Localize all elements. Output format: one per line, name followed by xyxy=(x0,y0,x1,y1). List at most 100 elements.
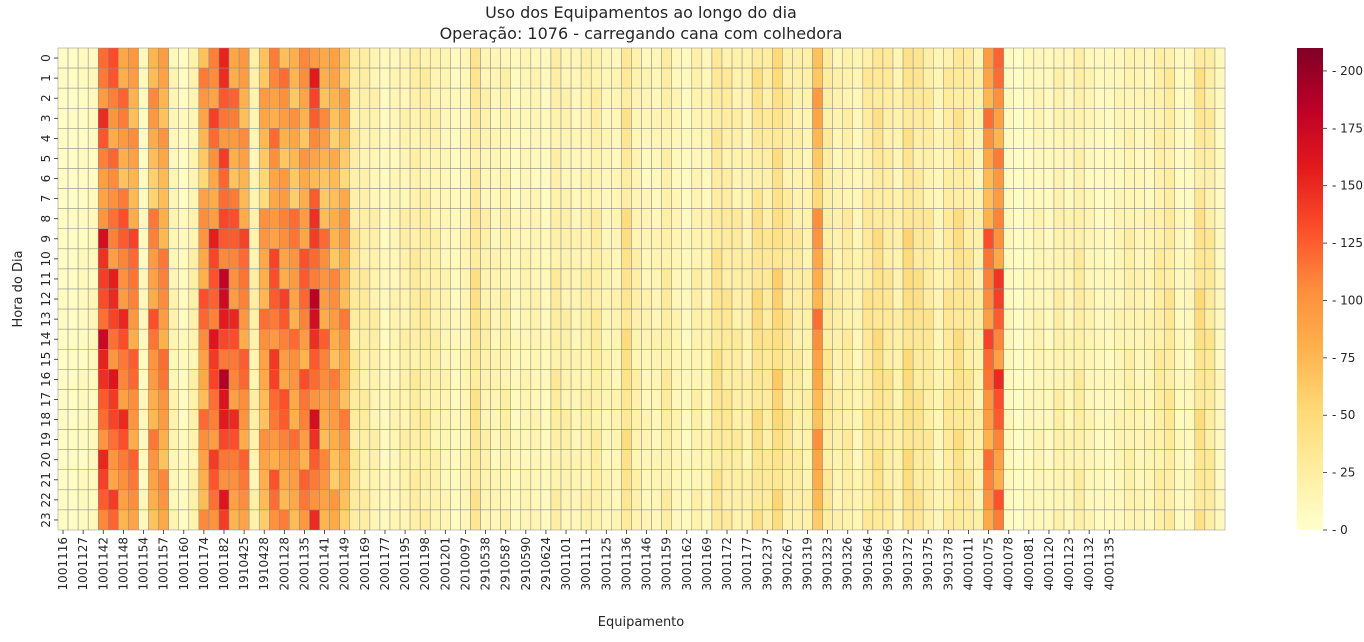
heatmap-cell xyxy=(238,349,250,370)
heatmap-cell xyxy=(309,168,320,189)
heatmap-cell xyxy=(1093,188,1105,209)
heatmap-cell xyxy=(1093,128,1105,149)
heatmap-cell xyxy=(933,509,944,531)
heatmap-cell xyxy=(943,228,954,250)
x-tick-label: 3901372 xyxy=(901,537,915,590)
heatmap-cell xyxy=(1083,248,1095,270)
heatmap-cell xyxy=(1194,489,1206,511)
heatmap-cell xyxy=(711,108,723,129)
heatmap-cell xyxy=(309,288,320,310)
heatmap-cell xyxy=(761,268,773,290)
heatmap-cell xyxy=(721,389,733,410)
heatmap-cell xyxy=(1104,328,1115,350)
heatmap-cell xyxy=(711,248,723,270)
heatmap-cell xyxy=(631,509,642,531)
heatmap-cell xyxy=(912,108,924,129)
heatmap-cell xyxy=(510,67,522,89)
heatmap-cell xyxy=(67,128,79,149)
heatmap-cell xyxy=(601,509,612,531)
heatmap-cell xyxy=(429,268,441,290)
heatmap-cell xyxy=(148,168,159,189)
heatmap-cell xyxy=(580,349,592,370)
heatmap-cell xyxy=(228,489,240,511)
heatmap-cell xyxy=(339,308,351,330)
heatmap-cell xyxy=(691,208,703,229)
heatmap-cell xyxy=(389,389,401,410)
heatmap-cell xyxy=(1194,389,1206,410)
heatmap-cell xyxy=(1033,128,1045,149)
heatmap-cell xyxy=(228,188,240,209)
heatmap-cell xyxy=(1214,429,1226,450)
heatmap-cell xyxy=(299,248,310,270)
heatmap-cell xyxy=(1093,67,1105,89)
heatmap-cell xyxy=(429,509,441,531)
heatmap-cell xyxy=(1063,288,1075,310)
heatmap-cell xyxy=(943,328,954,350)
heatmap-cell xyxy=(983,188,994,209)
heatmap-cell xyxy=(309,47,320,69)
heatmap-cell xyxy=(792,268,803,290)
heatmap-cell xyxy=(772,128,783,149)
heatmap-cell xyxy=(238,429,250,450)
heatmap-cell xyxy=(882,308,894,330)
heatmap-cell xyxy=(530,409,542,430)
heatmap-cell xyxy=(560,389,572,410)
heatmap-cell xyxy=(721,67,733,89)
heatmap-cell xyxy=(1053,349,1065,370)
heatmap-cell xyxy=(731,268,743,290)
heatmap-cell xyxy=(1164,67,1175,89)
heatmap-cell xyxy=(631,228,642,250)
heatmap-cell xyxy=(661,328,672,350)
heatmap-cell xyxy=(1134,87,1145,109)
heatmap-cell xyxy=(711,509,723,531)
heatmap-cell xyxy=(1013,308,1025,330)
heatmap-cell xyxy=(822,248,833,270)
heatmap-cell xyxy=(540,248,552,270)
heatmap-cell xyxy=(842,128,854,149)
heatmap-cell xyxy=(339,268,351,290)
heatmap-cell xyxy=(419,67,431,89)
heatmap-cell xyxy=(1063,469,1075,491)
heatmap-cell xyxy=(450,108,461,129)
heatmap-cell xyxy=(530,188,542,209)
heatmap-cell xyxy=(963,268,974,290)
heatmap-cell xyxy=(158,168,169,189)
heatmap-cell xyxy=(480,268,491,290)
heatmap-cell xyxy=(993,67,1004,89)
heatmap-cell xyxy=(319,328,330,350)
heatmap-cell xyxy=(309,67,320,89)
heatmap-cell xyxy=(480,108,491,129)
heatmap-cell xyxy=(590,349,602,370)
heatmap-cell xyxy=(1214,188,1226,209)
heatmap-cell xyxy=(138,208,149,229)
heatmap-cell xyxy=(349,208,361,229)
heatmap-cell xyxy=(772,349,783,370)
heatmap-cell xyxy=(560,489,572,511)
heatmap-cell xyxy=(621,469,632,491)
heatmap-cell xyxy=(339,128,351,149)
heatmap-cell xyxy=(97,248,109,270)
heatmap-cell xyxy=(953,389,964,410)
heatmap-cell xyxy=(379,349,391,370)
heatmap-cell xyxy=(922,248,934,270)
heatmap-cell xyxy=(77,308,89,330)
heatmap-cell xyxy=(450,208,461,229)
chart-title: Uso dos Equipamentos ao longo do dia xyxy=(485,3,797,22)
heatmap-cell xyxy=(701,429,713,450)
heatmap-cell xyxy=(711,469,723,491)
heatmap-cell xyxy=(450,248,461,270)
heatmap-cell xyxy=(590,509,602,531)
heatmap-cell xyxy=(601,248,612,270)
heatmap-cell xyxy=(299,288,310,310)
heatmap-cell xyxy=(832,188,843,209)
heatmap-cell xyxy=(389,208,401,229)
heatmap-cell xyxy=(671,429,682,450)
heatmap-cell xyxy=(550,67,562,89)
heatmap-cell xyxy=(983,168,994,189)
heatmap-cell xyxy=(1083,268,1095,290)
heatmap-cell xyxy=(1023,349,1035,370)
heatmap-cell xyxy=(953,268,964,290)
heatmap-cell xyxy=(188,248,200,270)
heatmap-cell xyxy=(580,228,592,250)
heatmap-cell xyxy=(429,108,441,129)
